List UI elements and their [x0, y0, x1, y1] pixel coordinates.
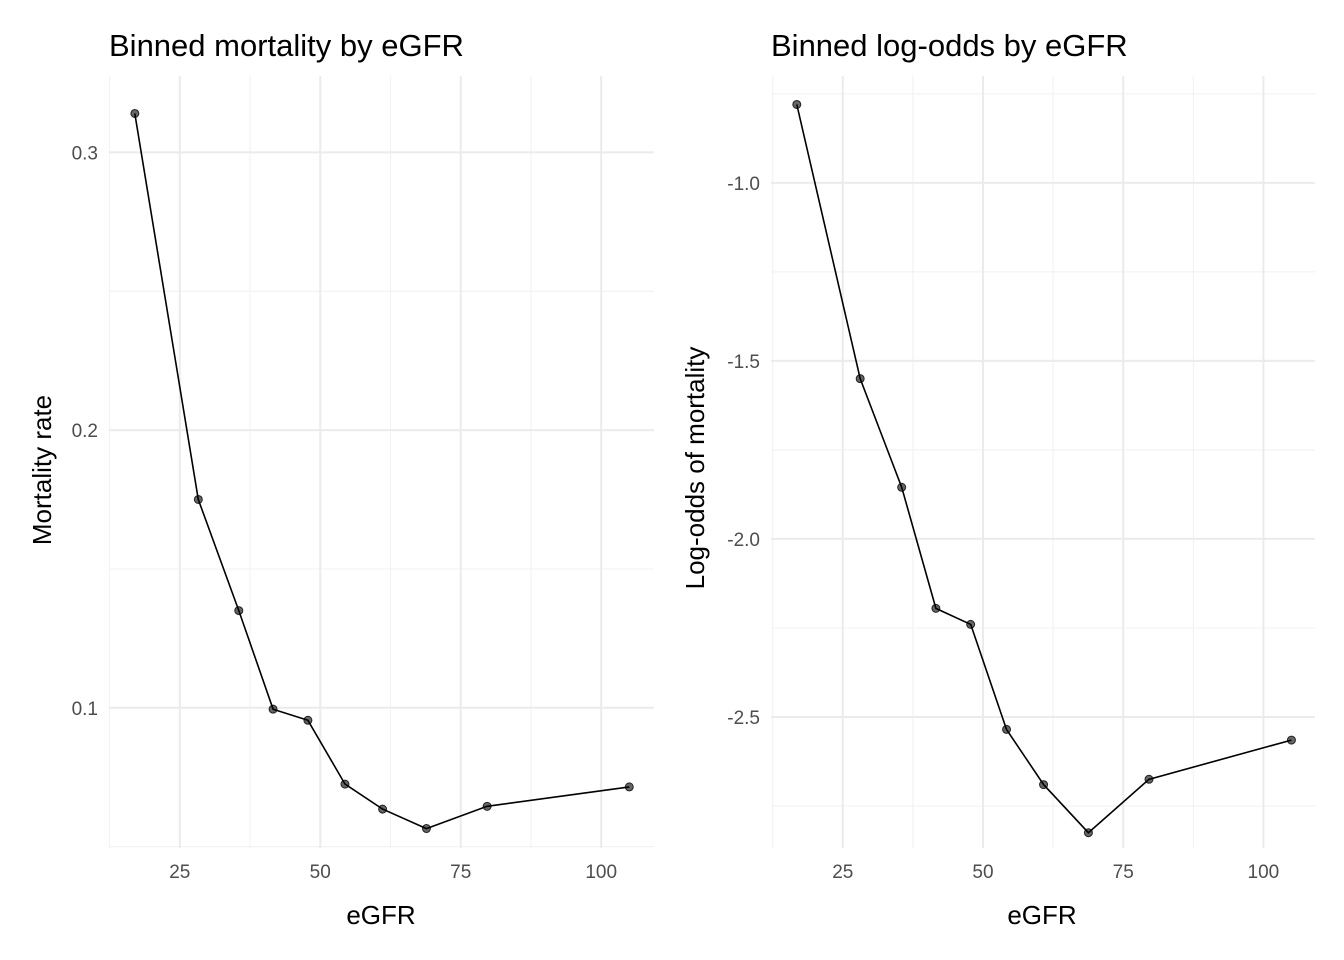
- mortality-data-point: [421, 824, 431, 834]
- log-odds-y-tick-labels: -2.5 -2.0 -1.5 -1.0: [727, 174, 760, 729]
- log-odds-panel: 25 50 75 100 -2.5 -2.0 -1.5 -1.0 Binned log-od…: [680, 28, 1315, 930]
- mortality-y-tick-labels: 0.1 0.2 0.3: [72, 143, 98, 719]
- mortality-x-tick-label: 50: [310, 862, 331, 883]
- mortality-x-tick-label: 100: [585, 862, 617, 883]
- mortality-y-axis-title: Mortality rate: [27, 395, 57, 545]
- log-odds-data-point: [855, 374, 865, 384]
- mortality-data-point: [268, 704, 278, 714]
- mortality-y-tick-label: 0.2: [72, 421, 98, 442]
- log-odds-x-tick-label: 50: [972, 862, 993, 883]
- log-odds-data-point: [1002, 724, 1012, 734]
- mortality-line: [134, 113, 630, 830]
- log-odds-y-axis-title: Log-odds of mortality: [680, 347, 710, 590]
- log-odds-data-point: [1083, 828, 1093, 838]
- log-odds-points: [792, 99, 1296, 838]
- log-odds-y-tick-label: -1.0: [727, 174, 760, 195]
- mortality-data-point: [130, 108, 140, 118]
- log-odds-x-tick-labels: 25 50 75 100: [832, 862, 1279, 883]
- mortality-panel: 25 50 75 100 0.1 0.2 0.3 Binned mortality by …: [27, 28, 654, 930]
- log-odds-x-axis-title: eGFR: [1007, 900, 1076, 930]
- log-odds-y-tick-label: -2.0: [727, 530, 760, 551]
- mortality-grid: [108, 76, 654, 848]
- mortality-data-point: [303, 715, 313, 725]
- log-odds-y-tick-label: -1.5: [727, 352, 760, 373]
- mortality-y-tick-label: 0.1: [72, 699, 98, 720]
- log-odds-chart-title: Binned log-odds by eGFR: [771, 28, 1128, 63]
- log-odds-data-point: [1286, 735, 1296, 745]
- mortality-points: [130, 108, 634, 834]
- log-odds-data-point: [1039, 780, 1049, 790]
- log-odds-y-tick-label: -2.5: [727, 708, 760, 729]
- log-odds-line: [796, 104, 1292, 834]
- mortality-x-tick-label: 75: [450, 862, 471, 883]
- mortality-x-tick-labels: 25 50 75 100: [169, 862, 617, 883]
- log-odds-x-tick-label: 100: [1248, 862, 1280, 883]
- log-odds-x-tick-label: 75: [1113, 862, 1134, 883]
- log-odds-data-point: [966, 619, 976, 629]
- mortality-data-point: [624, 782, 634, 792]
- mortality-x-tick-label: 25: [169, 862, 190, 883]
- log-odds-data-point: [792, 99, 802, 109]
- mortality-y-tick-label: 0.3: [72, 143, 98, 164]
- mortality-data-point: [482, 801, 492, 811]
- log-odds-x-tick-label: 25: [832, 862, 853, 883]
- log-odds-grid: [771, 76, 1315, 848]
- mortality-x-axis-title: eGFR: [346, 900, 415, 930]
- log-odds-data-point: [1144, 774, 1154, 784]
- mortality-data-point: [340, 779, 350, 789]
- mortality-chart-title: Binned mortality by eGFR: [109, 28, 464, 63]
- mortality-data-point: [378, 804, 388, 814]
- log-odds-data-point: [897, 482, 907, 492]
- mortality-data-point: [193, 494, 203, 504]
- log-odds-data-point: [931, 603, 941, 613]
- mortality-data-point: [234, 606, 244, 616]
